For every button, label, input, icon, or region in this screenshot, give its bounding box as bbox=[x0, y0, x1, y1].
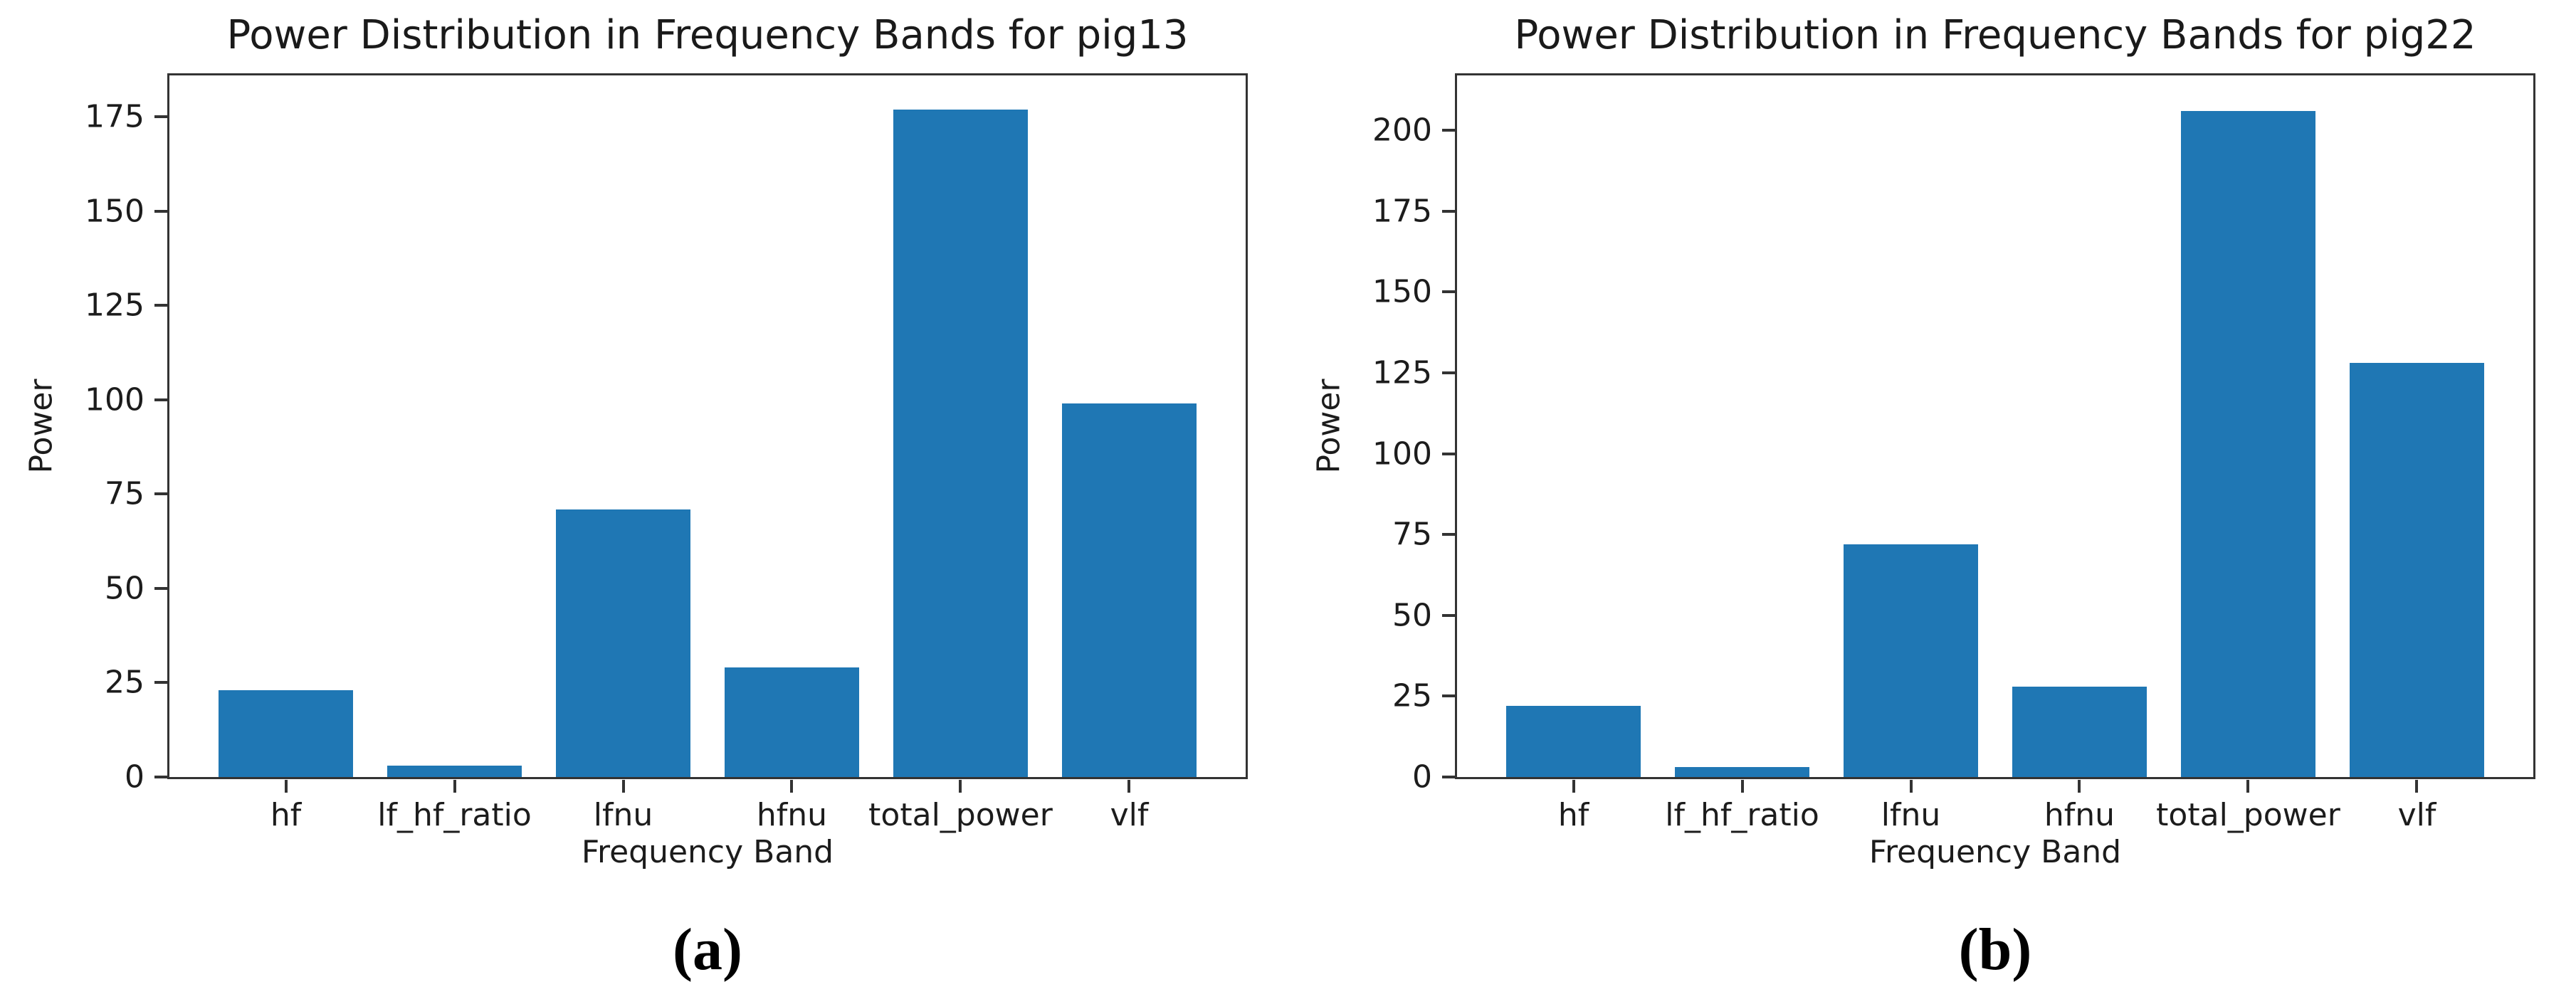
y-tick-mark bbox=[1442, 776, 1455, 778]
x-tick-mark bbox=[1127, 780, 1131, 793]
y-tick-label: 75 bbox=[105, 475, 144, 512]
x-tick-mark bbox=[959, 780, 962, 793]
y-tick-label: 150 bbox=[1372, 273, 1432, 310]
y-tick-label: 0 bbox=[125, 759, 144, 796]
x-tick-label-lf_hf_ratio: lf_hf_ratio bbox=[377, 797, 532, 833]
y-tick-label: 100 bbox=[1372, 435, 1432, 472]
bar-total_power bbox=[893, 109, 1029, 777]
bar-hf bbox=[1505, 706, 1641, 777]
y-tick-label: 25 bbox=[1392, 677, 1432, 714]
subfigure-a: Power Distribution in Frequency Bands fo… bbox=[23, 12, 1248, 983]
y-tick-label: 125 bbox=[85, 287, 144, 324]
x-tick-label-hfnu: hfnu bbox=[2044, 797, 2115, 833]
x-tick-label-hf: hf bbox=[1557, 797, 1589, 833]
bar-total_power bbox=[2180, 110, 2316, 777]
x-tick-label-lfnu: lfnu bbox=[593, 797, 653, 833]
y-tick-label: 175 bbox=[85, 98, 144, 135]
y-tick-label: 175 bbox=[1372, 193, 1432, 230]
x-axis-label: Frequency Band bbox=[1868, 834, 2122, 870]
y-tick-label: 125 bbox=[1372, 354, 1432, 391]
bar-lfnu bbox=[555, 509, 691, 777]
plot-area: 0 25 50 75 100 125 150 175 hf lf_hf_ratio lfnu hfnu… bbox=[85, 73, 1248, 833]
chart-title: Power Distribution in Frequency Bands fo… bbox=[226, 12, 1189, 58]
y-tick-mark bbox=[154, 492, 167, 496]
x-tick-label-vlf: vlf bbox=[1110, 797, 1149, 833]
y-tick-label: 25 bbox=[105, 664, 144, 701]
y-tick-mark bbox=[1442, 371, 1455, 375]
subfigure-caption: (a) bbox=[673, 916, 742, 983]
y-tick-mark bbox=[1442, 533, 1455, 537]
subfigure-caption: (b) bbox=[1958, 916, 2032, 983]
y-tick-label: 50 bbox=[105, 570, 144, 607]
bar-hfnu bbox=[2012, 686, 2147, 777]
x-tick-label-total_power: total_power bbox=[868, 797, 1053, 833]
x-tick-label-hfnu: hfnu bbox=[756, 797, 828, 833]
x-tick-mark bbox=[1572, 780, 1575, 793]
x-tick-label-lfnu: lfnu bbox=[1881, 797, 1941, 833]
x-tick-mark bbox=[790, 780, 794, 793]
bar-vlf bbox=[1061, 403, 1197, 777]
x-tick-mark bbox=[2246, 780, 2250, 793]
plot-area: 0 25 50 75 100 125 150 175 200 hf lf_hf_ratio lfnu h… bbox=[1372, 73, 2535, 833]
y-tick-label: 100 bbox=[85, 381, 144, 418]
x-tick-mark bbox=[2078, 780, 2081, 793]
y-tick-mark bbox=[154, 304, 167, 307]
y-tick-mark bbox=[154, 586, 167, 590]
y-tick-label: 0 bbox=[1412, 759, 1432, 796]
y-tick-mark bbox=[1442, 694, 1455, 698]
x-tick-mark bbox=[621, 780, 625, 793]
x-tick-mark bbox=[284, 780, 288, 793]
y-tick-mark bbox=[154, 681, 167, 685]
y-tick-mark bbox=[154, 398, 167, 401]
bar-lf_hf_ratio bbox=[387, 766, 522, 777]
subfigure-b: Power Distribution in Frequency Bands fo… bbox=[1288, 0, 2576, 1004]
y-tick-mark bbox=[154, 776, 167, 778]
x-tick-label-vlf: vlf bbox=[2397, 797, 2436, 833]
y-tick-label: 50 bbox=[1392, 597, 1432, 634]
x-tick-mark bbox=[2415, 780, 2419, 793]
x-axis-label: Frequency Band bbox=[581, 834, 834, 870]
bar-lfnu bbox=[1843, 544, 1979, 777]
y-tick-mark bbox=[154, 209, 167, 213]
x-tick-label-hf: hf bbox=[270, 797, 302, 833]
y-tick-mark bbox=[154, 115, 167, 119]
y-tick-label: 150 bbox=[85, 193, 144, 230]
y-tick-mark bbox=[1442, 290, 1455, 294]
y-tick-mark bbox=[1442, 613, 1455, 617]
x-tick-mark bbox=[453, 780, 456, 793]
x-tick-label-total_power: total_power bbox=[2156, 797, 2340, 833]
bar-hfnu bbox=[724, 667, 860, 777]
y-tick-mark bbox=[1442, 129, 1455, 132]
x-tick-mark bbox=[1909, 780, 1913, 793]
y-tick-label: 75 bbox=[1392, 516, 1432, 553]
y-tick-mark bbox=[1442, 209, 1455, 213]
chart-title: Power Distribution in Frequency Bands fo… bbox=[1514, 12, 2476, 58]
y-tick-label: 200 bbox=[1372, 112, 1432, 149]
x-tick-mark bbox=[1740, 780, 1744, 793]
bar-hf bbox=[218, 690, 354, 777]
bar-vlf bbox=[2349, 363, 2485, 777]
bar-lf_hf_ratio bbox=[1674, 767, 1810, 777]
y-tick-mark bbox=[1442, 452, 1455, 455]
x-tick-label-lf_hf_ratio: lf_hf_ratio bbox=[1665, 797, 1819, 833]
